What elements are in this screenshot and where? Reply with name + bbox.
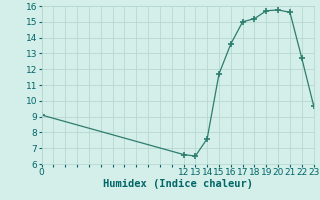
X-axis label: Humidex (Indice chaleur): Humidex (Indice chaleur) — [103, 179, 252, 189]
